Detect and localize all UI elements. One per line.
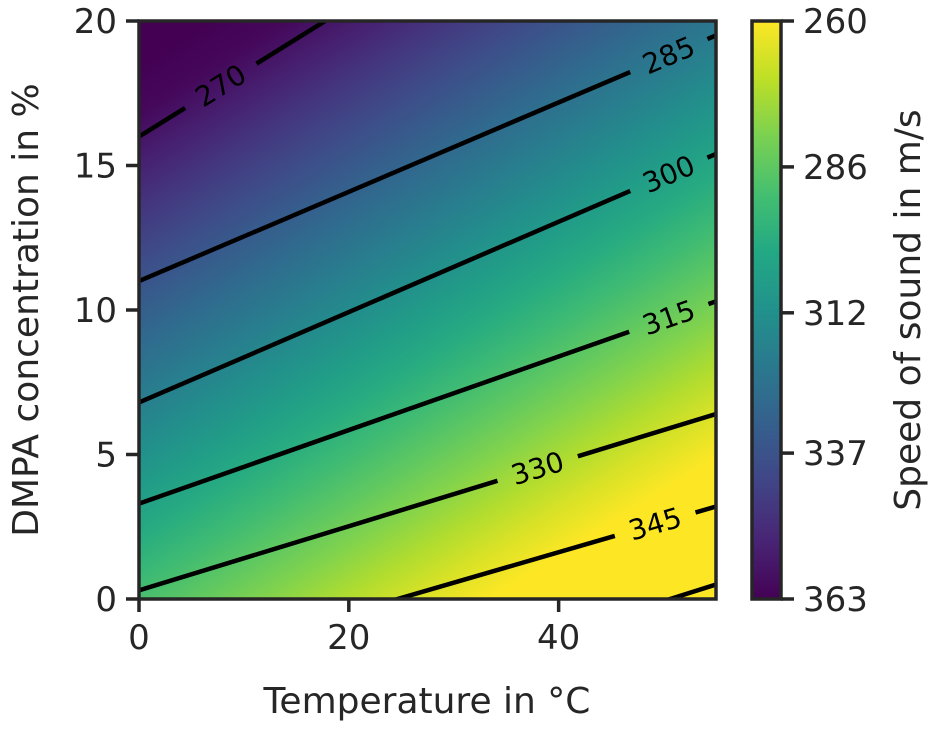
y-tick-label: 10 [74, 291, 117, 331]
x-axis-title: Temperature in °C [263, 681, 591, 722]
contour-label-gap [613, 508, 697, 541]
contour-line [139, 299, 716, 506]
contour-label-gap [628, 153, 710, 196]
contour-line [139, 151, 716, 405]
y-tick-label: 15 [74, 147, 117, 187]
x-tick-label: 20 [327, 618, 370, 658]
heatmap-field [139, 21, 716, 599]
colorbar-tick-label: 312 [803, 294, 868, 334]
colorbar-tick-label: 286 [803, 148, 868, 188]
contour-label-gap [496, 451, 580, 486]
y-tick-label: 20 [74, 2, 117, 42]
y-tick-label: 5 [95, 436, 117, 476]
colorbar-tick-label: 337 [803, 434, 868, 474]
contour-line [139, 33, 716, 284]
colorbar-title: Speed of sound in m/s [888, 109, 929, 510]
colorbar-tick-label: 260 [803, 2, 868, 42]
colorbar-gradient [750, 19, 783, 601]
x-tick-label: 40 [537, 618, 580, 658]
colorbar: 260 286 312 337 363 [750, 2, 868, 620]
y-axis-title: DMPA concentration in % [6, 83, 47, 537]
colorbar-tick-label: 363 [803, 580, 868, 620]
x-tick-label: 0 [128, 618, 150, 658]
y-axis: 0 5 10 15 20 [74, 2, 139, 620]
y-tick-label: 0 [95, 580, 117, 620]
contour-label-gap [628, 34, 710, 77]
contour-label-gap [627, 299, 710, 337]
x-axis: 0 20 40 [128, 599, 580, 658]
plot-area [139, 21, 716, 599]
contour-label-gap [182, 59, 259, 112]
contour-line [139, 411, 716, 593]
